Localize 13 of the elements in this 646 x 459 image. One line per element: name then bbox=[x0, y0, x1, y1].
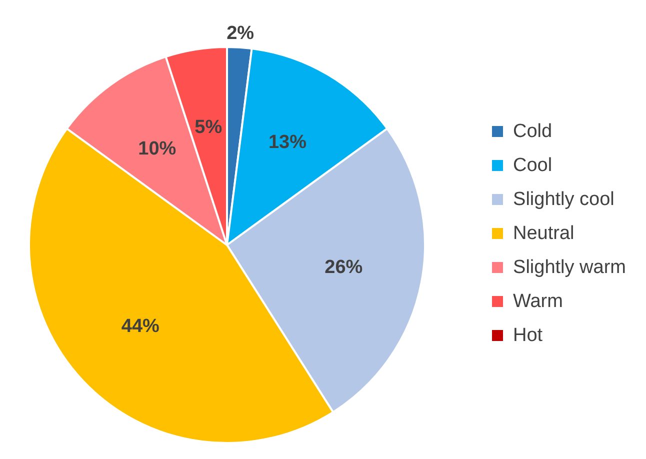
legend-label: Slightly cool bbox=[513, 188, 614, 210]
data-label: 26% bbox=[324, 256, 363, 278]
data-label: 10% bbox=[138, 138, 176, 160]
legend-label: Slightly warm bbox=[513, 256, 626, 278]
data-label: 13% bbox=[268, 132, 307, 154]
data-label: 5% bbox=[194, 117, 222, 138]
data-label: 2% bbox=[226, 22, 254, 44]
legend-label: Cool bbox=[513, 154, 552, 176]
legend-label: Hot bbox=[513, 324, 543, 346]
legend-label: Cold bbox=[513, 120, 552, 142]
legend-label: Neutral bbox=[513, 222, 574, 244]
data-label: 44% bbox=[121, 316, 160, 337]
legend-label: Warm bbox=[513, 290, 563, 312]
